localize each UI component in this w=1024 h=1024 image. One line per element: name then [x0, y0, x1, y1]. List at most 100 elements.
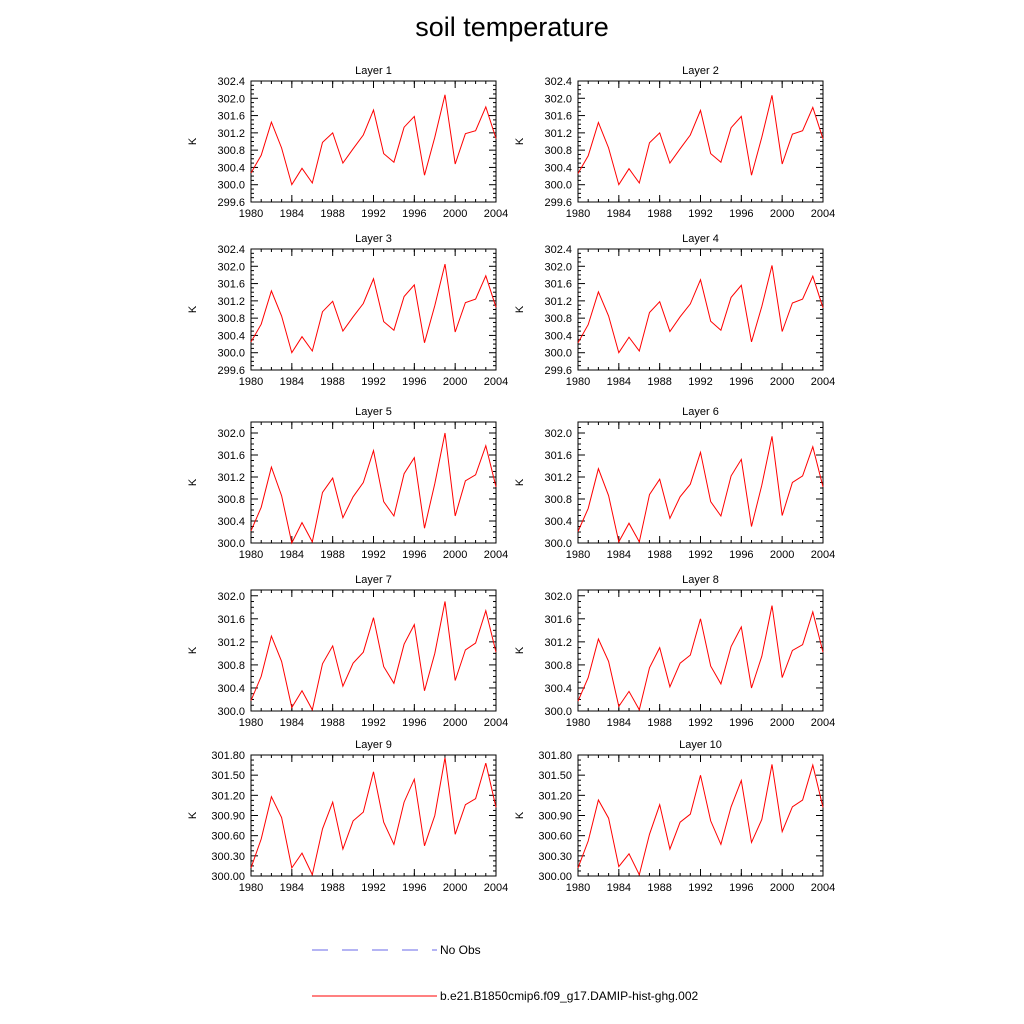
panel-title: Layer 1 — [355, 65, 392, 77]
panel-title: Layer 5 — [355, 406, 392, 418]
y-axis-label: K — [187, 137, 199, 145]
y-tick-label: 301.2 — [217, 472, 245, 484]
x-tick-label: 2000 — [770, 549, 794, 561]
x-tick-label: 1984 — [280, 208, 304, 220]
y-tick-label: 300.4 — [217, 162, 245, 174]
x-tick-label: 1980 — [239, 882, 263, 894]
x-tick-label: 1980 — [566, 882, 590, 894]
panel-title: Layer 8 — [682, 574, 719, 586]
y-tick-label: 300.60 — [538, 831, 572, 843]
y-axis-label: K — [187, 305, 199, 313]
y-axis-label: K — [187, 478, 199, 486]
y-tick-label: 301.6 — [544, 614, 572, 626]
x-tick-label: 1992 — [361, 549, 385, 561]
y-axis-label: K — [514, 478, 526, 486]
y-tick-label: 301.6 — [544, 279, 572, 291]
y-tick-label: 301.80 — [538, 750, 572, 762]
x-tick-label: 1996 — [729, 882, 753, 894]
x-tick-label: 1988 — [320, 882, 344, 894]
panel-title: Layer 7 — [355, 574, 392, 586]
x-tick-label: 1992 — [688, 376, 712, 388]
x-tick-label: 2000 — [770, 208, 794, 220]
panel-layer-3: Layer 3 K 1980 1984 1988 1992 1996 2000 2004 299.… — [187, 233, 508, 388]
x-tick-label: 2000 — [443, 208, 467, 220]
x-tick-label: 2000 — [443, 549, 467, 561]
y-tick-label: 300.0 — [217, 348, 245, 360]
plot-frame — [250, 589, 497, 712]
y-tick-label: 301.2 — [544, 296, 572, 308]
y-tick-label: 301.2 — [544, 472, 572, 484]
x-tick-label: 1984 — [280, 376, 304, 388]
x-tick-label: 2004 — [811, 882, 835, 894]
y-tick-label: 300.8 — [217, 145, 245, 157]
series-line — [250, 757, 497, 877]
x-tick-label: 1988 — [320, 376, 344, 388]
y-tick-label: 302.0 — [217, 93, 245, 105]
x-tick-label: 2004 — [811, 208, 835, 220]
series-line — [577, 265, 824, 354]
x-tick-label: 1980 — [566, 376, 590, 388]
y-tick-label: 300.0 — [217, 706, 245, 718]
x-tick-label: 1992 — [688, 549, 712, 561]
series-line — [577, 436, 824, 544]
x-tick-label: 1984 — [280, 882, 304, 894]
y-tick-label: 302.0 — [217, 261, 245, 273]
x-tick-label: 1996 — [402, 717, 426, 729]
y-tick-label: 302.4 — [544, 76, 572, 88]
x-tick-label: 1984 — [607, 882, 631, 894]
panel-layer-8: Layer 8 K 1980 1984 1988 1992 1996 2000 2004 300.… — [514, 574, 835, 729]
y-tick-label: 300.4 — [544, 683, 572, 695]
y-tick-label: 299.6 — [217, 197, 245, 209]
x-tick-label: 1984 — [607, 717, 631, 729]
series-line — [250, 263, 497, 354]
x-tick-label: 2004 — [811, 717, 835, 729]
y-tick-label: 302.0 — [544, 428, 572, 440]
x-tick-label: 1992 — [361, 882, 385, 894]
x-tick-label: 1984 — [607, 549, 631, 561]
plot-frame — [250, 248, 497, 371]
y-tick-label: 300.00 — [211, 871, 245, 883]
y-tick-label: 300.8 — [544, 313, 572, 325]
plot-frame — [577, 80, 824, 203]
y-axis-label: K — [187, 811, 199, 819]
y-tick-label: 300.30 — [211, 851, 245, 863]
y-tick-label: 300.8 — [544, 494, 572, 506]
x-tick-label: 1980 — [239, 717, 263, 729]
x-tick-label: 1996 — [729, 549, 753, 561]
series-line — [250, 432, 497, 545]
y-tick-label: 300.4 — [217, 330, 245, 342]
x-tick-label: 1984 — [607, 208, 631, 220]
x-tick-label: 1988 — [647, 376, 671, 388]
y-axis-label: K — [514, 646, 526, 654]
x-tick-label: 1992 — [688, 208, 712, 220]
panel-title: Layer 3 — [355, 233, 392, 245]
x-tick-label: 2004 — [484, 882, 508, 894]
x-tick-label: 1984 — [280, 549, 304, 561]
x-tick-label: 1992 — [361, 208, 385, 220]
x-tick-label: 1992 — [361, 376, 385, 388]
x-tick-label: 1996 — [402, 882, 426, 894]
x-tick-label: 1980 — [566, 717, 590, 729]
y-tick-label: 300.8 — [544, 145, 572, 157]
y-tick-label: 300.8 — [544, 660, 572, 672]
x-tick-label: 1980 — [566, 208, 590, 220]
y-tick-label: 300.30 — [538, 851, 572, 863]
y-tick-label: 300.0 — [217, 180, 245, 192]
x-tick-label: 2000 — [770, 717, 794, 729]
y-tick-label: 302.0 — [217, 591, 245, 603]
y-tick-label: 302.0 — [544, 591, 572, 603]
panel-layer-4: Layer 4 K 1980 1984 1988 1992 1996 2000 2004 299.… — [514, 233, 835, 388]
plot-frame — [250, 80, 497, 203]
y-tick-label: 301.2 — [544, 128, 572, 140]
panel-title: Layer 10 — [679, 739, 722, 751]
y-tick-label: 301.20 — [211, 790, 245, 802]
panel-title: Layer 9 — [355, 739, 392, 751]
y-tick-label: 300.8 — [217, 313, 245, 325]
y-tick-label: 300.60 — [211, 831, 245, 843]
panel-layer-2: Layer 2 K 1980 1984 1988 1992 1996 2000 2004 299.… — [514, 65, 835, 220]
y-tick-label: 301.6 — [544, 111, 572, 123]
x-tick-label: 2000 — [443, 376, 467, 388]
y-tick-label: 300.0 — [217, 538, 245, 550]
x-tick-label: 1988 — [647, 549, 671, 561]
y-axis-label: K — [514, 811, 526, 819]
